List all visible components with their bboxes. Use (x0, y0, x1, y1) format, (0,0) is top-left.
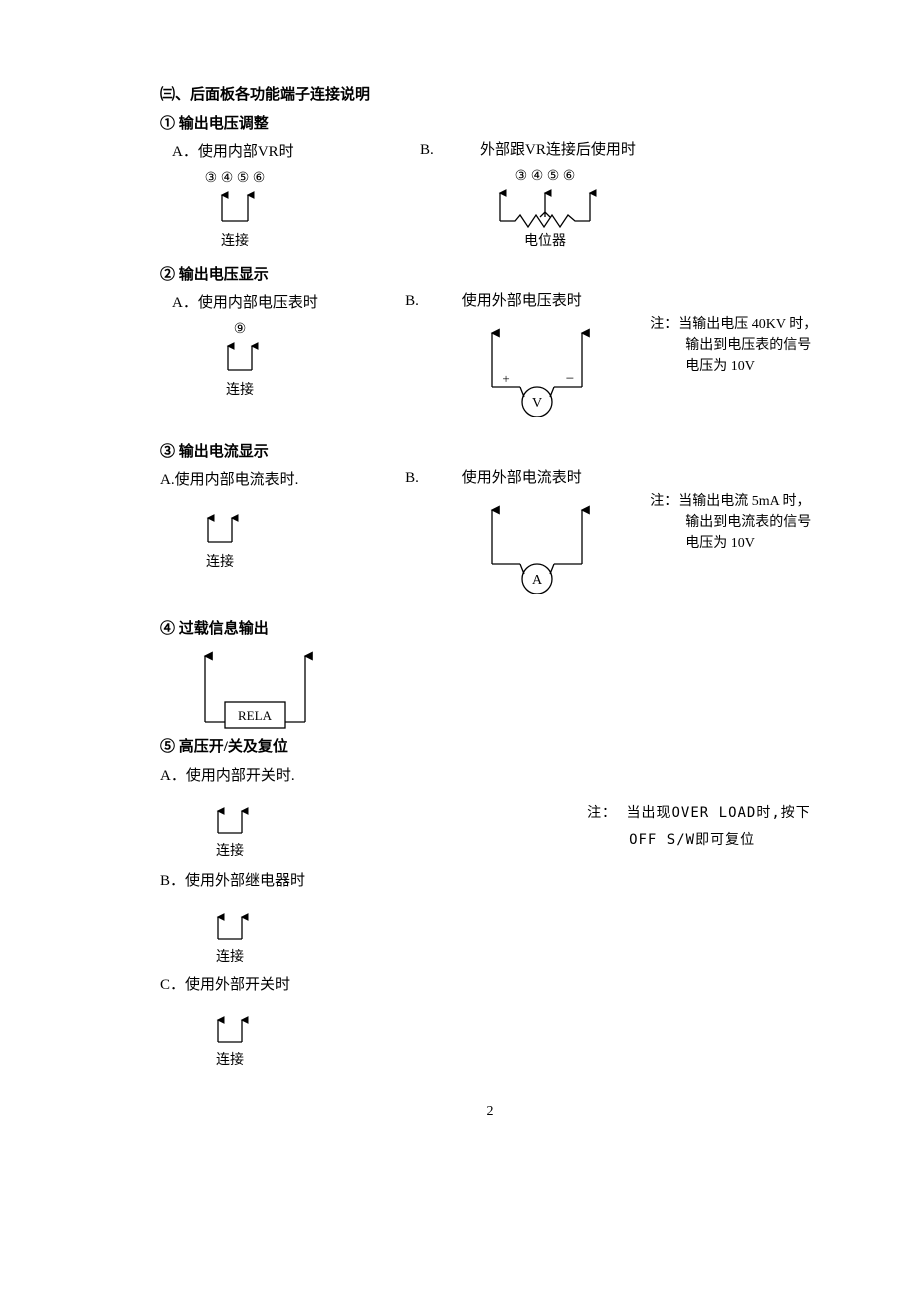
s3-a-caption: 连接 (180, 552, 260, 573)
s2-note-l3: 电压为 10V (650, 356, 820, 377)
s2-b-marker: B. (405, 290, 462, 313)
s5-a-diagram (190, 805, 270, 839)
s5-b-diagram (190, 911, 270, 945)
s3-row: A.使用内部电流表时. 连接 B. 使用外部电流表时 A (160, 467, 820, 600)
s5-a-row: A．使用内部开关时. 连接 注： 当出现OVER LOAD时,按下 OFF S/… (160, 763, 820, 869)
svg-text:RELA: RELA (238, 708, 273, 723)
s5-c-label: C．使用外部开关时 (160, 974, 820, 997)
s5-b-label: B．使用外部继电器时 (160, 870, 820, 893)
s2-note-l1: 注：当输出电压 40KV 时， (650, 314, 820, 335)
s3-a-label: A.使用内部电流表时. (160, 469, 405, 492)
s1-a-diagram (180, 189, 290, 229)
s4-title: ④ 过载信息输出 (160, 618, 820, 641)
s1-b-diagram (480, 187, 610, 229)
s3-note-l1: 注：当输出电流 5mA 时， (650, 491, 820, 512)
s5-note: 注： 当出现OVER LOAD时,按下 OFF S/W即可复位 (587, 803, 820, 851)
s1-a-caption: 连接 (180, 231, 290, 252)
s2-note: 注：当输出电压 40KV 时， 输出到电压表的信号 电压为 10V (650, 314, 820, 377)
s5-c-diagram (190, 1014, 270, 1048)
s5-b-caption: 连接 (190, 947, 270, 968)
s3-b-diagram: A (462, 504, 612, 594)
s1-title: ① 输出电压调整 (160, 113, 820, 136)
s2-a-label: A．使用内部电压表时 (172, 292, 405, 315)
s1-row: A．使用内部VR时 ③ ④ ⑤ ⑥ 连接 B. 外部跟VR连接后使用时 ③ ④ … (160, 139, 820, 258)
svg-text:−: − (565, 371, 573, 387)
s3-a-diagram (180, 512, 260, 550)
s3-note-l3: 电压为 10V (650, 533, 820, 554)
s5-note-l1: 注： 当出现OVER LOAD时,按下 (587, 803, 820, 824)
s3-title: ③ 输出电流显示 (160, 441, 820, 464)
s2-a-diagram (200, 340, 280, 378)
s5-c-caption: 连接 (190, 1050, 270, 1071)
s2-b-label: 使用外部电压表时 (462, 290, 651, 313)
s5-note-l2: OFF S/W即可复位 (587, 830, 820, 851)
s2-a-pins: ⑨ (200, 319, 280, 340)
s1-b-label: 外部跟VR连接后使用时 (480, 139, 680, 162)
s2-b-diagram: V + − (462, 327, 612, 417)
s1-b-marker: B. (420, 139, 480, 162)
s1-a-label: A．使用内部VR时 (172, 141, 420, 164)
s3-b-label: 使用外部电流表时 (462, 467, 651, 490)
s4-diagram: RELA (180, 650, 330, 730)
svg-text:V: V (532, 396, 542, 411)
s1-b-caption: 电位器 (480, 231, 610, 252)
s3-note: 注：当输出电流 5mA 时， 输出到电流表的信号 电压为 10V (650, 491, 820, 554)
s5-a-caption: 连接 (190, 841, 270, 862)
s2-title: ② 输出电压显示 (160, 264, 820, 287)
s5-a-label: A．使用内部开关时. (160, 765, 587, 788)
svg-text:+: + (502, 371, 509, 386)
s1-b-pins: ③ ④ ⑤ ⑥ (480, 166, 610, 187)
s1-a-pins: ③ ④ ⑤ ⑥ (180, 168, 290, 189)
s5-title: ⑤ 高压开/关及复位 (160, 736, 820, 759)
section-title: ㈢、后面板各功能端子连接说明 (160, 84, 820, 107)
s2-row: A．使用内部电压表时 ⑨ 连接 B. 使用外部电压表时 (160, 290, 820, 423)
svg-text:A: A (532, 573, 543, 588)
s3-b-marker: B. (405, 467, 462, 490)
page-number: 2 (160, 1101, 820, 1122)
s2-a-caption: 连接 (200, 380, 280, 401)
s2-note-l2: 输出到电压表的信号 (650, 335, 820, 356)
s3-note-l2: 输出到电流表的信号 (650, 512, 820, 533)
